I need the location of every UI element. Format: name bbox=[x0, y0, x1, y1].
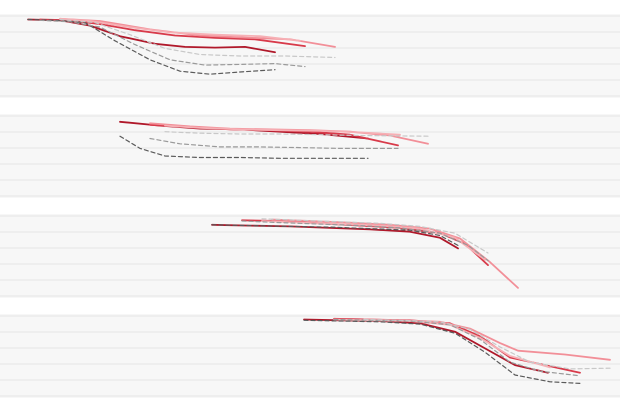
panel-2-series-4-line bbox=[164, 124, 401, 136]
panel-2-series-7-line bbox=[164, 131, 429, 137]
panel-1-series-4-line bbox=[59, 17, 301, 42]
panel-3-series-4-line bbox=[261, 220, 486, 261]
panel-2-series-6-line bbox=[149, 137, 399, 149]
panel-3-series-5-line bbox=[211, 224, 459, 246]
panel-4-band bbox=[0, 314, 620, 398]
panel-2-series-5-line bbox=[119, 135, 369, 159]
panel-3-series-7-line bbox=[261, 218, 489, 254]
panel-4-series-5-line bbox=[303, 319, 581, 384]
panel-3-series-6-line bbox=[241, 220, 489, 262]
panel-4-series-7-line bbox=[363, 318, 611, 370]
panel-1-series-6-line bbox=[39, 19, 306, 68]
panel-2-band bbox=[0, 114, 620, 198]
panel-3-series-3-line bbox=[271, 218, 519, 289]
panel-4-series-6-line bbox=[333, 318, 581, 377]
panel-1-series-7-line bbox=[59, 18, 336, 59]
panel-1-band bbox=[0, 14, 620, 98]
